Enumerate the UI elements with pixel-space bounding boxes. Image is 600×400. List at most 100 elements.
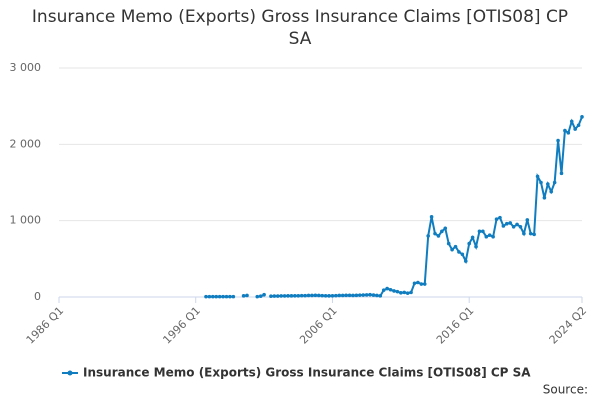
data-point bbox=[395, 289, 400, 294]
data-point bbox=[282, 294, 287, 298]
data-point bbox=[535, 174, 540, 179]
data-point bbox=[436, 234, 441, 238]
data-point bbox=[525, 218, 530, 222]
data-point bbox=[470, 235, 475, 240]
data-point bbox=[580, 115, 584, 119]
data-point bbox=[364, 293, 369, 297]
data-point bbox=[501, 224, 506, 228]
data-point bbox=[258, 294, 263, 299]
data-point bbox=[460, 252, 465, 257]
data-point bbox=[299, 293, 304, 298]
data-point bbox=[576, 123, 581, 128]
data-point bbox=[405, 291, 410, 295]
data-point bbox=[375, 293, 379, 298]
data-point bbox=[484, 234, 489, 239]
x-tick-label: 2024 Q2 bbox=[547, 304, 590, 347]
data-point bbox=[269, 294, 273, 299]
data-point bbox=[542, 195, 547, 200]
data-point bbox=[569, 119, 574, 124]
data-point bbox=[313, 293, 318, 298]
legend-label: Insurance Memo (Exports) Gross Insurance… bbox=[83, 366, 531, 380]
data-point bbox=[511, 224, 516, 229]
data-point bbox=[371, 293, 376, 297]
data-point bbox=[358, 293, 362, 297]
data-point bbox=[494, 217, 499, 221]
data-point bbox=[481, 229, 485, 234]
data-point bbox=[450, 247, 454, 252]
data-point bbox=[385, 286, 389, 291]
source: Source: bbox=[543, 383, 588, 397]
data-point bbox=[518, 224, 523, 229]
data-point bbox=[214, 294, 219, 299]
data-point bbox=[419, 282, 424, 286]
data-point bbox=[245, 293, 249, 298]
data-point bbox=[354, 293, 359, 298]
legend-marker bbox=[67, 370, 73, 376]
data-point bbox=[463, 259, 468, 263]
data-point bbox=[347, 293, 352, 298]
data-point bbox=[515, 222, 519, 227]
data-point bbox=[566, 131, 571, 135]
y-tick-label: 2 000 bbox=[10, 137, 42, 150]
data-point bbox=[552, 180, 557, 185]
data-point bbox=[477, 229, 482, 234]
data-point bbox=[368, 292, 372, 297]
data-point bbox=[563, 128, 567, 133]
data-point bbox=[573, 127, 577, 131]
data-point bbox=[303, 293, 307, 298]
data-point bbox=[231, 294, 236, 299]
y-tick-label: 3 000 bbox=[10, 61, 42, 74]
data-point bbox=[378, 294, 383, 298]
data-point bbox=[392, 289, 396, 293]
data-point bbox=[426, 234, 430, 238]
data-point bbox=[409, 290, 413, 295]
data-point bbox=[487, 233, 492, 237]
x-tick-label: 2016 Q1 bbox=[434, 304, 477, 347]
data-point bbox=[323, 293, 328, 298]
data-point bbox=[337, 293, 342, 298]
data-point bbox=[262, 292, 266, 297]
data-point bbox=[528, 231, 533, 236]
data-point bbox=[429, 215, 434, 219]
series-line bbox=[205, 116, 583, 298]
data-point bbox=[272, 294, 277, 298]
data-point bbox=[224, 294, 229, 299]
data-point bbox=[498, 215, 502, 220]
data-point bbox=[221, 294, 225, 299]
data-point bbox=[286, 294, 290, 298]
data-point bbox=[204, 294, 208, 299]
data-point bbox=[217, 294, 222, 299]
data-point bbox=[381, 288, 386, 292]
data-point bbox=[255, 294, 260, 299]
data-point bbox=[399, 291, 403, 295]
x-tick-label: 1996 Q1 bbox=[160, 304, 203, 347]
data-point bbox=[453, 244, 458, 249]
data-point bbox=[320, 293, 325, 298]
data-point bbox=[422, 282, 427, 286]
data-point bbox=[508, 221, 513, 225]
data-point bbox=[549, 189, 554, 194]
data-point bbox=[467, 241, 471, 246]
data-point bbox=[316, 293, 321, 298]
data-point bbox=[433, 231, 437, 236]
data-point bbox=[293, 293, 297, 298]
data-point bbox=[361, 293, 366, 297]
y-tick-label: 1 000 bbox=[10, 214, 42, 227]
data-point bbox=[504, 221, 509, 226]
data-point bbox=[306, 293, 311, 298]
data-point bbox=[344, 293, 348, 298]
data-point bbox=[440, 229, 444, 234]
data-point bbox=[443, 226, 448, 231]
data-point bbox=[491, 234, 495, 239]
data-point bbox=[289, 294, 294, 298]
data-point bbox=[402, 290, 407, 295]
y-tick-label: 0 bbox=[34, 290, 41, 303]
data-point bbox=[207, 294, 212, 299]
data-point bbox=[416, 280, 420, 285]
data-point bbox=[330, 293, 335, 298]
data-point bbox=[474, 244, 478, 249]
data-point bbox=[334, 293, 338, 298]
data-point bbox=[275, 294, 280, 298]
data-point bbox=[211, 294, 215, 299]
